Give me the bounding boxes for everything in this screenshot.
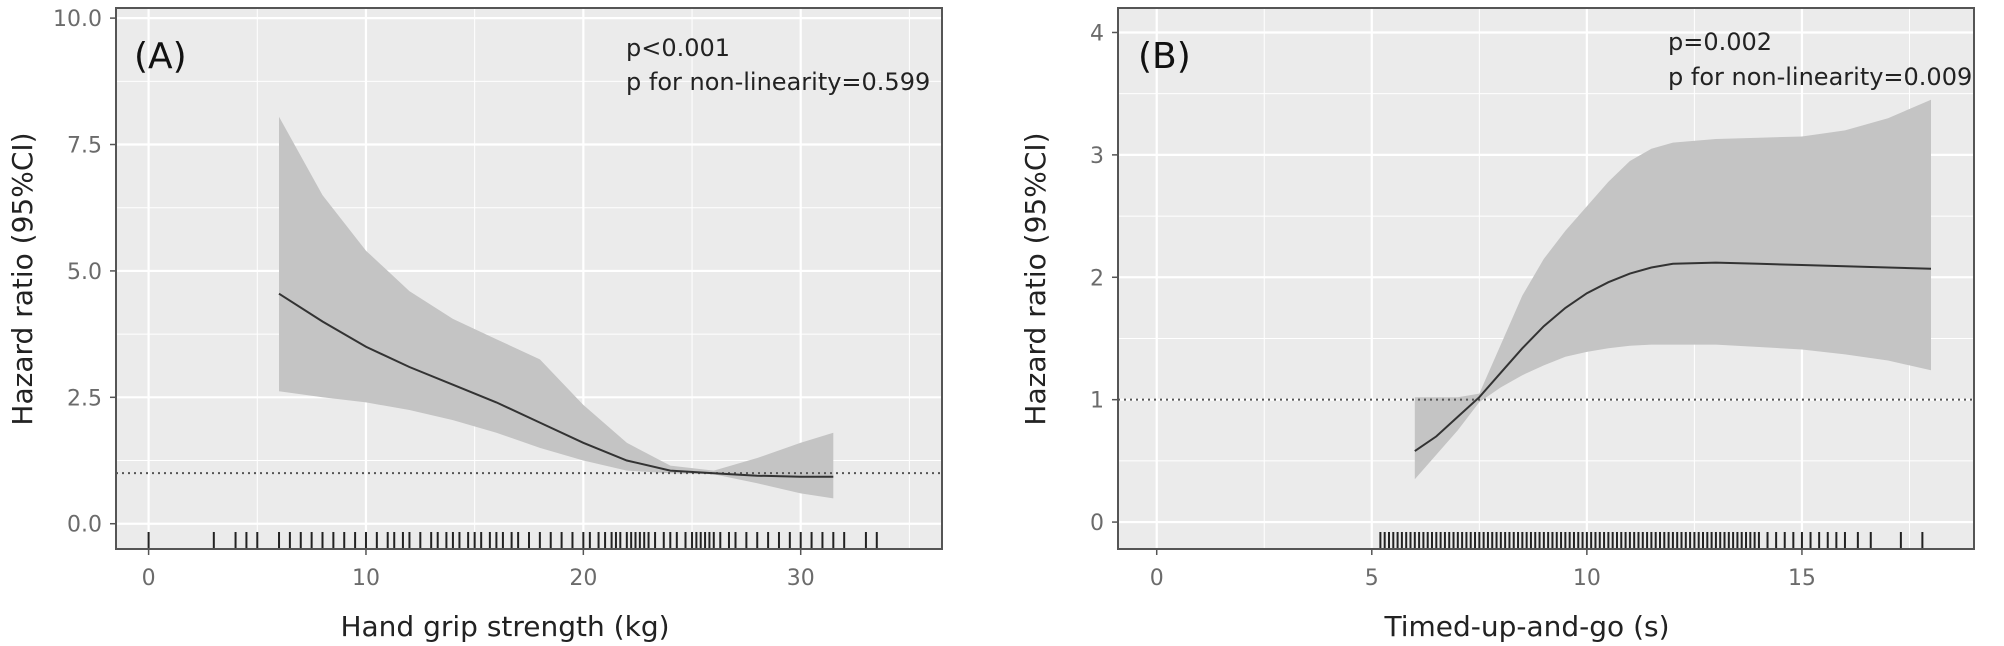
panel-a-label: (A) <box>134 36 187 77</box>
panel-a-x-ticks: 0 10 20 30 <box>142 549 815 591</box>
panel-b-x-tick-label: 0 <box>1150 566 1164 591</box>
panel-a-annotation-p: p<0.001 <box>626 34 730 62</box>
panel-a-y-tick-label: 7.5 <box>67 134 102 159</box>
panel-b-label: (B) <box>1138 36 1191 77</box>
panel-b-y-ticks: 0 1 2 3 4 <box>1090 21 1118 536</box>
panel-a-annotation-nonlinear: p for non-linearity=0.599 <box>626 68 930 96</box>
panel-b-rug <box>1379 532 1924 549</box>
panel-b-y-tick-label: 1 <box>1090 389 1104 414</box>
panel-a-x-tick-label: 30 <box>787 566 815 591</box>
panel-b-hazard-curve <box>1414 261 1932 452</box>
panel-b-annotation-nonlinear: p for non-linearity=0.009 <box>1668 63 1972 91</box>
panel-b-x-ticks: 0 5 10 15 <box>1150 549 1816 591</box>
panel-b-border <box>1117 7 1975 550</box>
panel-a-hazard-curve <box>278 292 834 478</box>
panel-b-y-axis-title: Hazard ratio (95%CI) <box>1019 132 1052 425</box>
panel-b-ci-band <box>1414 99 1931 480</box>
panel-b-x-tick-label: 15 <box>1788 566 1816 591</box>
panel-a-x-tick-label: 0 <box>142 566 156 591</box>
panel-a-y-tick-label: 0.0 <box>67 513 102 538</box>
panel-b-y-tick-label: 0 <box>1090 511 1104 536</box>
panel-a-ci-band <box>279 116 834 499</box>
panel-a: 0.0 2.5 5.0 7.5 10.0 0 10 20 30 (A) p<0.001 p f… <box>6 7 943 643</box>
panel-a-rug <box>147 532 878 549</box>
panel-b-x-tick-label: 10 <box>1573 566 1601 591</box>
panel-b-x-tick-label: 5 <box>1365 566 1379 591</box>
panel-a-y-tick-label: 2.5 <box>67 386 102 411</box>
panel-b-y-tick-label: 2 <box>1090 266 1104 291</box>
panel-a-y-ticks: 0.0 2.5 5.0 7.5 10.0 <box>53 7 116 538</box>
panel-b-y-tick-label: 4 <box>1090 21 1104 46</box>
panel-a-y-tick-label: 10.0 <box>53 7 102 32</box>
panel-b-y-tick-label: 3 <box>1090 144 1104 169</box>
panel-b: 0 1 2 3 4 0 5 10 15 (B) p=0.002 p for non-linea… <box>1019 7 1975 643</box>
panel-b-x-axis-title: Timed-up-and-go (s) <box>1383 610 1669 643</box>
panel-a-x-tick-label: 20 <box>569 566 597 591</box>
panel-a-y-axis-title: Hazard ratio (95%CI) <box>6 132 39 425</box>
panel-a-x-tick-label: 10 <box>352 566 380 591</box>
panel-b-annotation-p: p=0.002 <box>1668 28 1772 56</box>
panel-a-border <box>115 7 943 550</box>
panel-a-x-axis-title: Hand grip strength (kg) <box>340 610 669 643</box>
panel-a-y-tick-label: 5.0 <box>67 260 102 285</box>
